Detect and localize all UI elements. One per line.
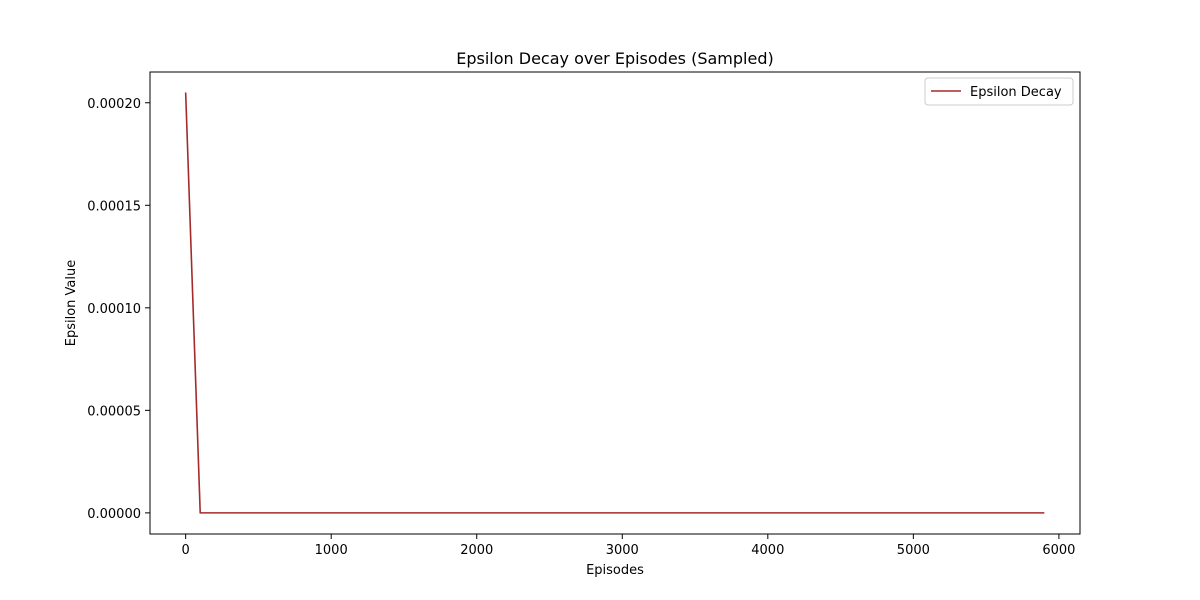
chart-title: Epsilon Decay over Episodes (Sampled)	[456, 49, 773, 68]
y-tick-label: 0.00015	[87, 199, 141, 214]
axes-frame	[149, 71, 1081, 535]
x-tick-label: 6000	[1042, 543, 1075, 558]
y-axis-label: Epsilon Value	[64, 260, 79, 347]
legend-box	[924, 77, 1074, 106]
x-axis: 0 1000 2000 3000 4000 5000 6000	[182, 534, 1075, 558]
y-axis: 0.00000 0.00005 0.00010 0.00015 0.00020	[87, 97, 150, 522]
y-tick-label: 0.00020	[87, 97, 141, 112]
x-tick-label: 3000	[606, 543, 639, 558]
x-tick-label: 2000	[460, 543, 493, 558]
legend: Epsilon Decay	[924, 77, 1074, 106]
x-tick-label: 1000	[315, 543, 348, 558]
legend-label: Epsilon Decay	[970, 85, 1062, 100]
y-tick-label: 0.00005	[87, 404, 141, 419]
series-line-epsilon-decay	[184, 92, 1045, 514]
x-tick-label: 5000	[897, 543, 930, 558]
x-tick-label: 0	[182, 543, 190, 558]
x-tick-label: 4000	[751, 543, 784, 558]
y-tick-label: 0.00010	[87, 302, 141, 317]
y-tick-label: 0.00000	[87, 507, 141, 522]
x-axis-label: Episodes	[586, 563, 644, 578]
plot-area	[149, 71, 1081, 535]
series-layer	[184, 92, 1045, 514]
